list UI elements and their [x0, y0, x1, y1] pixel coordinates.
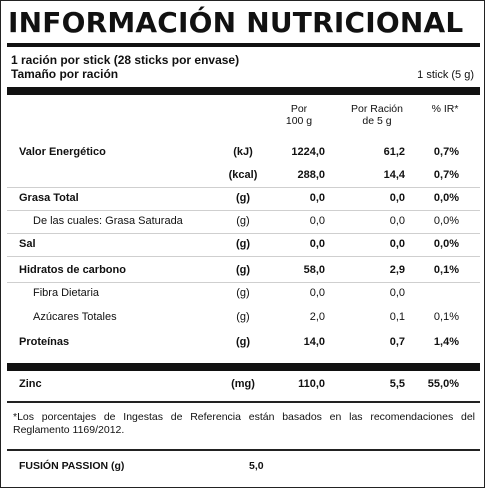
nutrient-per-100g: 0,0 — [309, 215, 325, 227]
nutrient-row: De las cuales: Grasa Saturada (g) 0,0 0,0 0,… — [7, 210, 480, 232]
header-per-serving: Por Ración de 5 g — [341, 103, 413, 127]
extra-rule — [7, 449, 480, 451]
row-divider — [7, 233, 480, 234]
nutrient-unit: (kcal) — [228, 169, 258, 181]
nutrient-row: Grasa Total (g) 0,0 0,0 0,0% — [7, 187, 480, 209]
nutrient-name: Hidratos de carbono — [19, 264, 126, 276]
zinc-per-100g: 110,0 — [298, 378, 325, 390]
nutrient-row: (kcal) 288,0 14,4 0,7% — [7, 164, 480, 186]
nutrient-ir: 0,0% — [433, 238, 459, 250]
nutrient-ir: 0,7% — [433, 146, 459, 158]
extra-ingredient-label: FUSIÓN PASSION (g) — [19, 460, 125, 472]
nutrient-unit: (g) — [235, 264, 251, 276]
nutrient-ir: 0,0% — [433, 192, 459, 204]
serving-rule — [7, 87, 480, 95]
zinc-name: Zinc — [19, 378, 42, 390]
nutrient-per-100g: 288,0 — [297, 169, 325, 181]
nutrient-name: De las cuales: Grasa Saturada — [33, 215, 183, 227]
nutrient-unit: (g) — [235, 192, 251, 204]
zinc-row: Zinc (mg) 110,0 5,5 55,0% — [7, 373, 480, 395]
nutrient-row: Valor Energético (kJ) 1224,0 61,2 0,7% — [7, 141, 480, 163]
zinc-unit: (mg) — [231, 378, 255, 390]
nutrient-per-serving: 2,9 — [389, 264, 405, 276]
nutrient-unit: (g) — [235, 336, 251, 348]
nutrient-per-serving: 0,0 — [389, 238, 405, 250]
serving-per-package: 1 ración por stick (28 sticks por envase… — [11, 53, 240, 67]
footnote: *Los porcentajes de Ingestas de Referenc… — [13, 411, 475, 436]
nutrient-row: Proteínas (g) 14,0 0,7 1,4% — [7, 331, 480, 353]
zinc-ir: 55,0% — [427, 378, 459, 390]
nutrient-per-serving: 14,4 — [383, 169, 405, 181]
nutrient-per-serving: 0,0 — [389, 287, 405, 299]
footnote-rule — [7, 401, 480, 403]
nutrient-name: Fibra Dietaria — [33, 287, 100, 299]
nutrient-per-100g: 0,0 — [309, 192, 325, 204]
nutrient-per-100g: 0,0 — [309, 238, 325, 250]
nutrient-per-serving: 0,0 — [389, 215, 405, 227]
zinc-per-serving: 5,5 — [389, 378, 405, 390]
nutrient-per-100g: 58,0 — [303, 264, 325, 276]
nutrient-per-serving: 0,1 — [389, 311, 405, 323]
nutrient-per-serving: 0,7 — [389, 336, 405, 348]
serving-size-value: 1 stick (5 g) — [417, 69, 474, 81]
header-per-serving-line1: Por Ración — [351, 103, 403, 115]
nutrient-ir: 0,1% — [433, 311, 459, 323]
nutrient-ir: 0,7% — [433, 169, 459, 181]
nutrient-unit: (g) — [236, 215, 250, 227]
header-ir: % IR* — [431, 103, 459, 115]
serving-size-label: Tamaño por ración — [11, 67, 119, 81]
header-per-100g: Por 100 g — [273, 103, 325, 127]
row-divider — [7, 210, 480, 211]
label-title: INFORMACIÓN NUTRICIONAL — [8, 6, 464, 39]
nutrient-name: Grasa Total — [19, 192, 79, 204]
nutrient-name: Valor Energético — [19, 146, 106, 158]
nutrient-per-100g: 14,0 — [303, 336, 325, 348]
nutrient-name: Sal — [19, 238, 36, 250]
nutrient-per-100g: 1224,0 — [291, 146, 325, 158]
header-per-100g-line2: 100 g — [285, 115, 313, 127]
nutrient-row: Hidratos de carbono (g) 58,0 2,9 0,1% — [7, 259, 480, 281]
nutrient-unit: (kJ) — [233, 146, 253, 158]
header-per-100g-line1: Por — [290, 103, 308, 115]
nutrient-row: Azúcares Totales (g) 2,0 0,1 0,1% — [7, 306, 480, 328]
nutrient-per-100g: 2,0 — [309, 311, 325, 323]
nutrient-row: Sal (g) 0,0 0,0 0,0% — [7, 233, 480, 255]
nutrient-name: Proteínas — [19, 336, 70, 348]
nutrient-unit: (g) — [235, 238, 251, 250]
nutrient-ir: 0,0% — [433, 215, 459, 227]
header-per-serving-line2: de 5 g — [362, 115, 392, 127]
nutrient-per-serving: 61,2 — [383, 146, 405, 158]
nutrient-name: Azúcares Totales — [33, 311, 117, 323]
zinc-rule — [7, 363, 480, 371]
nutrient-ir: 0,1% — [433, 264, 459, 276]
nutrient-unit: (g) — [236, 287, 250, 299]
row-divider — [7, 282, 480, 283]
row-divider — [7, 187, 480, 188]
extra-ingredient-value: 5,0 — [249, 460, 264, 472]
nutrient-per-serving: 0,0 — [389, 192, 405, 204]
nutrient-unit: (g) — [236, 311, 250, 323]
title-rule — [7, 43, 480, 47]
nutrient-per-100g: 0,0 — [309, 287, 325, 299]
row-divider — [7, 256, 480, 257]
nutrient-ir: 1,4% — [433, 336, 459, 348]
nutrient-row: Fibra Dietaria (g) 0,0 0,0 — [7, 282, 480, 304]
